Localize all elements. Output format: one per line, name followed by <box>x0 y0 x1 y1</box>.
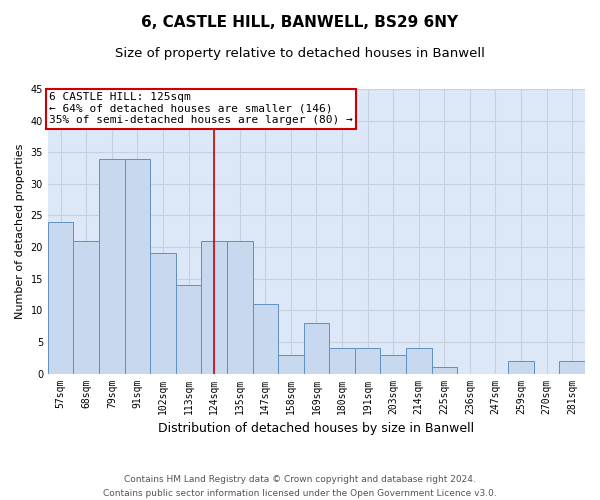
Bar <box>559 361 585 374</box>
Bar <box>202 241 227 374</box>
Bar <box>253 304 278 374</box>
Bar <box>125 158 150 374</box>
Bar <box>278 354 304 374</box>
Bar <box>176 285 202 374</box>
Text: 6 CASTLE HILL: 125sqm
← 64% of detached houses are smaller (146)
35% of semi-det: 6 CASTLE HILL: 125sqm ← 64% of detached … <box>49 92 353 126</box>
Bar <box>380 354 406 374</box>
Bar <box>99 158 125 374</box>
Bar <box>227 241 253 374</box>
Bar <box>431 367 457 374</box>
Bar <box>48 222 73 374</box>
X-axis label: Distribution of detached houses by size in Banwell: Distribution of detached houses by size … <box>158 422 475 435</box>
Text: Size of property relative to detached houses in Banwell: Size of property relative to detached ho… <box>115 48 485 60</box>
Bar <box>329 348 355 374</box>
Bar <box>508 361 534 374</box>
Bar <box>304 323 329 374</box>
Y-axis label: Number of detached properties: Number of detached properties <box>15 144 25 319</box>
Bar <box>355 348 380 374</box>
Bar <box>150 254 176 374</box>
Text: Contains HM Land Registry data © Crown copyright and database right 2024.
Contai: Contains HM Land Registry data © Crown c… <box>103 476 497 498</box>
Bar <box>73 241 99 374</box>
Bar <box>406 348 431 374</box>
Text: 6, CASTLE HILL, BANWELL, BS29 6NY: 6, CASTLE HILL, BANWELL, BS29 6NY <box>142 15 458 30</box>
